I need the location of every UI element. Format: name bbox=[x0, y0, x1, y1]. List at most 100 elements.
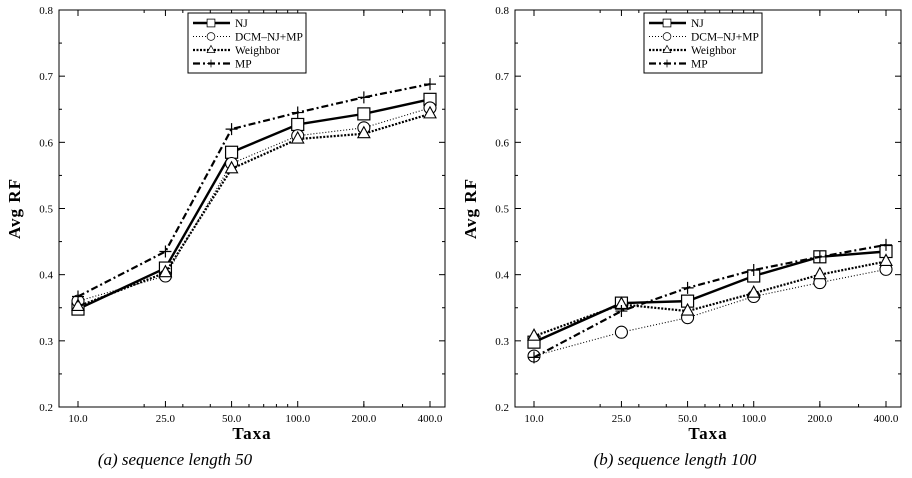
chart-b-data-point bbox=[879, 253, 893, 266]
chart-b-series-line bbox=[533, 260, 887, 338]
chart-b-xtick-label: 25.0 bbox=[612, 413, 632, 425]
chart-b-data-point bbox=[813, 250, 826, 263]
chart-b-xtick-label: 10.0 bbox=[524, 413, 544, 425]
chart-a-data-point bbox=[424, 78, 436, 91]
chart-a-data-point bbox=[357, 107, 371, 121]
chart-b-series-1 bbox=[527, 262, 893, 363]
chart-b-ytick-label: 0.2 bbox=[495, 402, 509, 414]
chart-a-data-point bbox=[423, 105, 437, 119]
chart-b-ytick-label: 0.6 bbox=[495, 137, 509, 149]
chart-b-data-point bbox=[812, 266, 827, 280]
chart-panel-b: 0.2 0.3 0.4 0.5 0.6 0.7 0.8 10.0 25.0 50.0 100.0 20… bbox=[456, 0, 912, 478]
chart-b-legend-label: Weighbor bbox=[691, 45, 736, 57]
chart-a-data-point bbox=[291, 117, 305, 132]
chart-a-legend-marker-shape bbox=[207, 59, 215, 68]
chart-a-ytick-label: 0.8 bbox=[39, 5, 53, 17]
chart-a-legend-label: NJ bbox=[235, 18, 248, 30]
chart-b-svg: 0.2 0.3 0.4 0.5 0.6 0.7 0.8 10.0 25.0 50.0 100.0 20… bbox=[461, 5, 902, 443]
chart-a-data-point bbox=[357, 91, 370, 104]
chart-a-legend-marker bbox=[206, 44, 216, 53]
chart-b-legend-marker bbox=[663, 59, 671, 68]
chart-b-legend-marker-shape bbox=[663, 59, 671, 68]
chart-b-data-point bbox=[681, 281, 694, 294]
chart-a-series-line bbox=[77, 98, 431, 311]
chart-b-data-point bbox=[747, 264, 760, 277]
chart-a-ytick-label: 0.4 bbox=[39, 270, 53, 282]
chart-b-xtick-label: 50.0 bbox=[678, 413, 698, 425]
chart-a-ytick-label: 0.6 bbox=[39, 137, 53, 149]
chart-a-ytick-label: 0.5 bbox=[39, 204, 53, 216]
chart-a-ytick-label: 0.7 bbox=[39, 71, 53, 83]
chart-b-series-3 bbox=[528, 238, 892, 364]
chart-a-series-1 bbox=[71, 101, 437, 308]
chart-a-series-line bbox=[77, 83, 431, 298]
chart-b-legend-label: NJ bbox=[691, 18, 704, 30]
chart-panel-a: 0.2 0.3 0.4 0.5 0.6 0.7 0.8 10.0 25.0 50.0 100.0 20… bbox=[5, 5, 446, 469]
chart-b-xtick-label: 400.0 bbox=[874, 413, 899, 425]
chart-b-series-2 bbox=[527, 253, 893, 341]
chart-b-ytick-label: 0.7 bbox=[495, 71, 509, 83]
chart-b-legend-marker-shape bbox=[662, 18, 672, 28]
chart-b-legend-marker bbox=[662, 18, 672, 28]
chart-b-series-line bbox=[533, 268, 887, 357]
chart-a-legend-marker bbox=[206, 18, 216, 28]
chart-a-data-point bbox=[224, 145, 239, 159]
chart-a-svg: 0.2 0.3 0.4 0.5 0.6 0.7 0.8 10.0 25.0 50.0 100.0 20… bbox=[5, 5, 446, 443]
chart-a-data-point bbox=[71, 298, 85, 311]
chart-a-xtick-label: 25.0 bbox=[156, 413, 176, 425]
chart-b-data-point bbox=[527, 328, 541, 341]
chart-a-legend-marker-shape bbox=[206, 32, 216, 41]
chart-b-legend-marker bbox=[662, 44, 672, 53]
chart-a-ytick-label: 0.2 bbox=[39, 402, 53, 414]
chart-b-series-line bbox=[533, 243, 887, 359]
chart-a-caption: (a) sequence length 50 bbox=[97, 450, 253, 469]
chart-a-data-point bbox=[72, 290, 84, 303]
chart-a-y-axis-label: Avg RF bbox=[5, 178, 24, 239]
chart-a-data-point bbox=[291, 106, 304, 119]
chart-b-legend-label: MP bbox=[691, 59, 708, 71]
chart-a-legend-label: MP bbox=[235, 59, 252, 71]
chart-b-data-point bbox=[746, 285, 761, 298]
chart-b-ytick-label: 0.8 bbox=[495, 5, 509, 17]
chart-b-y-axis-label: Avg RF bbox=[461, 178, 480, 239]
chart-b-caption: (b) sequence length 100 bbox=[593, 450, 757, 469]
chart-b-series-0 bbox=[527, 244, 893, 349]
chart-a-series-2 bbox=[71, 105, 437, 311]
chart-b-legend-marker-shape bbox=[662, 32, 672, 41]
chart-a-series-0 bbox=[71, 92, 437, 316]
chart-a-series-line bbox=[77, 112, 431, 308]
chart-b-data-point bbox=[615, 305, 628, 318]
chart-a-legend-marker bbox=[206, 32, 216, 41]
chart-b-x-axis-label: Taxa bbox=[688, 424, 727, 443]
chart-b-data-point bbox=[528, 351, 540, 364]
chart-a-xtick-label: 400.0 bbox=[418, 413, 443, 425]
chart-a-legend-marker bbox=[207, 59, 215, 68]
chart-a-xtick-label: 200.0 bbox=[351, 413, 376, 425]
chart-a-xtick-label: 100.0 bbox=[285, 413, 310, 425]
chart-b-data-point bbox=[880, 238, 892, 251]
chart-b-xtick-label: 200.0 bbox=[807, 413, 832, 425]
chart-a-legend-marker-shape bbox=[206, 18, 216, 28]
chart-b-data-point bbox=[614, 325, 628, 339]
chart-a-data-point bbox=[158, 264, 173, 278]
chart-b-legend-marker-shape bbox=[662, 44, 672, 53]
chart-a-data-point bbox=[224, 160, 239, 174]
chart-b-xtick-label: 100.0 bbox=[741, 413, 766, 425]
chart-a-x-axis-label: Taxa bbox=[232, 424, 271, 443]
chart-a-legend-label: Weighbor bbox=[235, 45, 280, 57]
chart-a-xtick-label: 50.0 bbox=[222, 413, 242, 425]
chart-b-legend-marker bbox=[662, 32, 672, 41]
chart-a-data-point bbox=[225, 123, 238, 136]
chart-a-ytick-label: 0.3 bbox=[39, 336, 53, 348]
chart-b-ytick-label: 0.3 bbox=[495, 336, 509, 348]
chart-b-ytick-label: 0.4 bbox=[495, 270, 509, 282]
chart-b-legend-label: DCM–NJ+MP bbox=[691, 32, 759, 44]
chart-a-legend-label: DCM–NJ+MP bbox=[235, 32, 303, 44]
chart-a-series-3 bbox=[72, 78, 436, 303]
chart-a-data-point bbox=[159, 245, 172, 258]
chart-a-legend-marker-shape bbox=[206, 44, 216, 53]
chart-b-data-point bbox=[680, 302, 695, 316]
chart-b-ytick-label: 0.5 bbox=[495, 204, 509, 216]
